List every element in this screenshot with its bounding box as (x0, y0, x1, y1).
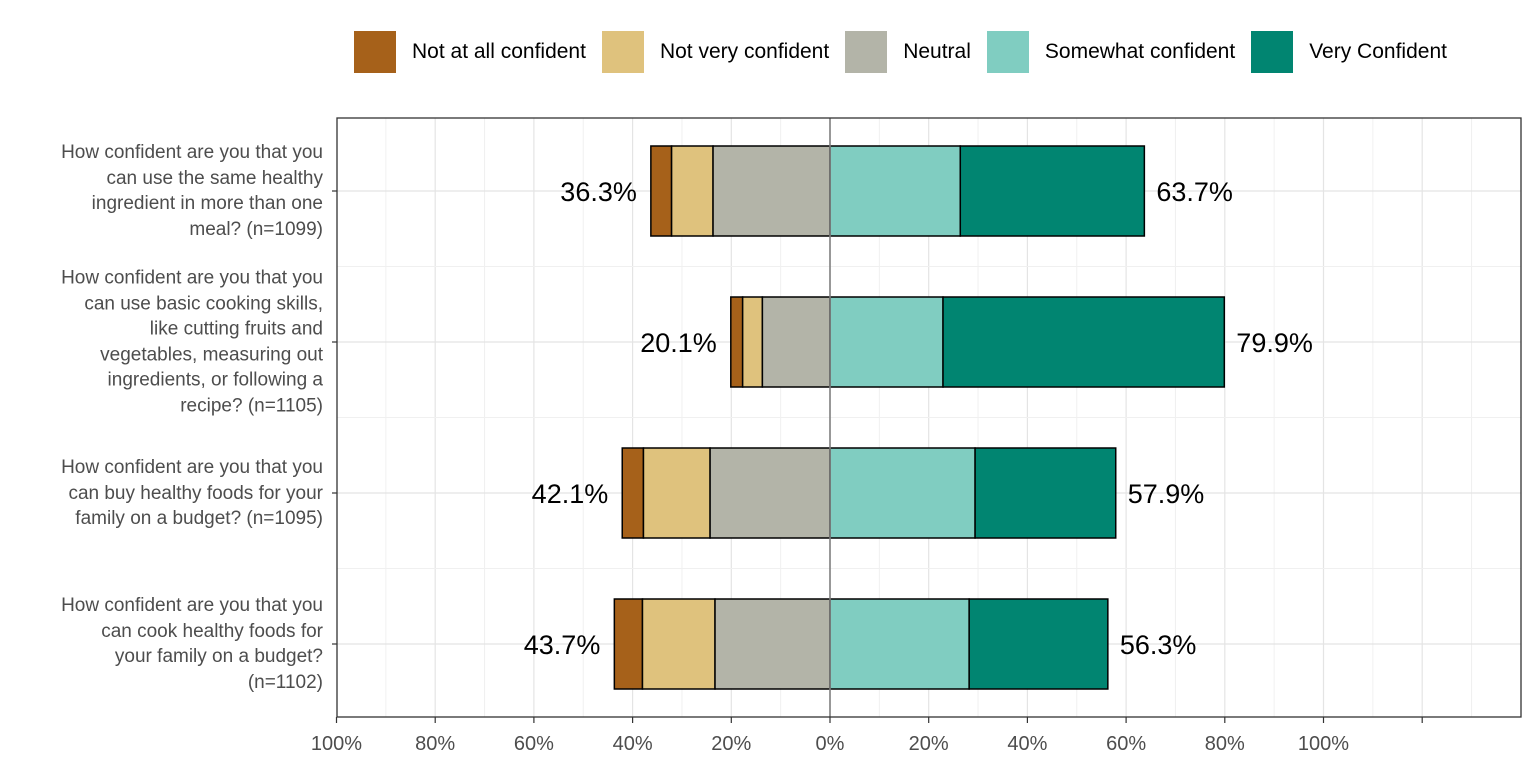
question-label-line: How confident are you that you (61, 142, 323, 163)
x-tick-label: 80% (1205, 733, 1245, 755)
right-percent-label: 57.9% (1128, 479, 1205, 509)
bar-segment (761, 296, 831, 388)
question-label-line: can use the same healthy (106, 167, 323, 189)
x-tick-label: 60% (514, 733, 554, 755)
bar-segment (714, 598, 831, 690)
legend-swatch (354, 31, 396, 73)
right-percent-label: 79.9% (1236, 328, 1313, 358)
bar-segment (829, 598, 970, 690)
question-label-line: (n=1102) (247, 671, 323, 693)
legend-label: Very Confident (1309, 40, 1447, 63)
bar-segment (712, 145, 831, 237)
bar-segment (709, 447, 831, 539)
x-tick-label: 40% (613, 733, 653, 755)
bar-segment (741, 296, 764, 388)
question-label: How confident are you that you can cook h… (0, 593, 323, 695)
x-tick-label: 80% (415, 733, 455, 755)
question-label-line: How confident are you that you (61, 267, 323, 289)
bar-segment (959, 145, 1146, 237)
bar-segment (730, 296, 744, 388)
legend-swatch (986, 31, 1029, 73)
legend-label: Not very confident (659, 40, 830, 63)
question-label-line: ingredients, or following a (107, 369, 323, 391)
x-tick-label: 100% (311, 733, 362, 755)
legend-label: Neutral (903, 40, 971, 63)
question-label-line: can buy healthy foods for your (68, 482, 323, 504)
question-label: How confident are you that you can buy he… (0, 455, 323, 532)
legend-swatch (601, 31, 644, 73)
bar-segment (829, 447, 976, 539)
question-label-line: ingredient in more than one (91, 193, 323, 214)
question-label-line: How confident are you that you (61, 595, 323, 616)
bar-segment (613, 598, 644, 690)
bar-segment (829, 145, 962, 237)
right-percent-label: 56.3% (1120, 630, 1197, 660)
bar-segment (968, 598, 1109, 690)
question-label-line: can use basic cooking skills, (84, 293, 323, 314)
question-label: How confident are you that you can use ba… (0, 266, 323, 419)
question-label-line: like cutting fruits and (149, 318, 323, 340)
x-tick-label: 0% (816, 733, 845, 755)
bar-segment (829, 296, 944, 388)
chart-legend: Not at all confident Not very confident … (354, 31, 1463, 73)
legend-swatch (845, 31, 888, 73)
legend-item-not-very-confident: Not very confident (601, 31, 830, 73)
question-label-line: meal? (n=1099) (189, 218, 323, 240)
question-label-line: vegetables, measuring out (100, 344, 323, 365)
bar-segment (974, 447, 1117, 539)
legend-label: Not at all confident (412, 40, 586, 63)
right-percent-label: 63.7% (1156, 177, 1233, 207)
question-label: How confident are you that you can use th… (0, 140, 323, 242)
question-label-line: family on a budget? (n=1095) (75, 507, 323, 529)
x-tick-label: 20% (711, 733, 751, 755)
bar-segment (642, 447, 711, 539)
left-percent-label: 42.1% (532, 479, 609, 509)
bar-segment (650, 145, 673, 237)
legend-item-somewhat-confident: Somewhat confident (986, 31, 1236, 73)
left-percent-label: 43.7% (524, 630, 601, 660)
left-percent-label: 20.1% (640, 328, 717, 358)
bar-segment (641, 598, 716, 690)
legend-swatch (1251, 31, 1294, 73)
x-tick-label: 40% (1007, 733, 1047, 755)
x-tick-label: 100% (1298, 733, 1349, 755)
bar-segment (942, 296, 1226, 388)
question-label-line: recipe? (n=1105) (180, 395, 323, 416)
x-tick-label: 20% (909, 733, 949, 755)
question-label-line: your family on a budget? (114, 646, 323, 667)
bar-segment (621, 447, 645, 539)
legend-item-not-at-all-confident: Not at all confident (354, 31, 586, 73)
question-label-line: How confident are you that you (61, 456, 323, 478)
question-label-line: can cook healthy foods for (101, 620, 323, 642)
left-percent-label: 36.3% (560, 177, 637, 207)
legend-item-neutral: Neutral (845, 31, 971, 73)
bar-segment (670, 145, 714, 237)
x-tick-label: 60% (1106, 733, 1146, 755)
legend-item-very-confident: Very Confident (1251, 31, 1447, 73)
legend-label: Somewhat confident (1044, 40, 1236, 63)
